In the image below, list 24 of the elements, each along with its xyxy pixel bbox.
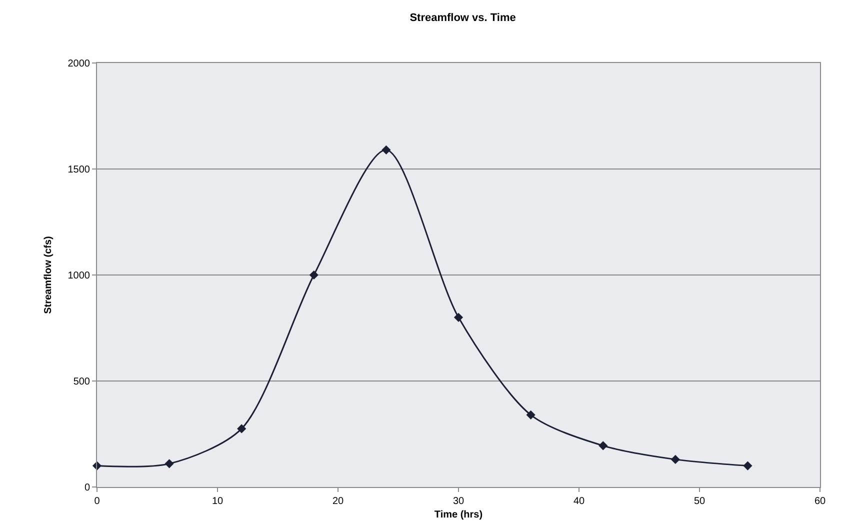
point	[598, 441, 608, 450]
point	[743, 461, 752, 470]
x-tick-label: 30	[452, 496, 464, 507]
point	[454, 312, 464, 322]
point	[526, 410, 536, 420]
point	[164, 459, 174, 468]
chart-title: Streamflow vs. Time	[410, 12, 516, 24]
x-tick-label: 50	[694, 496, 706, 507]
x-axis-title: Time (hrs)	[434, 510, 483, 520]
x-tick-label: 10	[212, 496, 224, 507]
y-tick-label: 2000	[68, 58, 90, 70]
point	[237, 424, 246, 434]
x-tick-label: 0	[94, 496, 100, 507]
x-tick-label: 60	[814, 496, 826, 507]
y-tick-label: 500	[73, 376, 90, 388]
y-tick-label: 1000	[68, 270, 90, 282]
y-tick-label: 0	[84, 482, 90, 494]
x-tick-label: 20	[332, 496, 344, 507]
point	[670, 454, 680, 464]
x-tick-label: 40	[573, 496, 585, 507]
point	[309, 270, 318, 280]
point	[382, 145, 391, 154]
y-axis-title: Streamflow (cfs)	[42, 236, 54, 314]
y-tick-label: 1500	[68, 164, 90, 176]
